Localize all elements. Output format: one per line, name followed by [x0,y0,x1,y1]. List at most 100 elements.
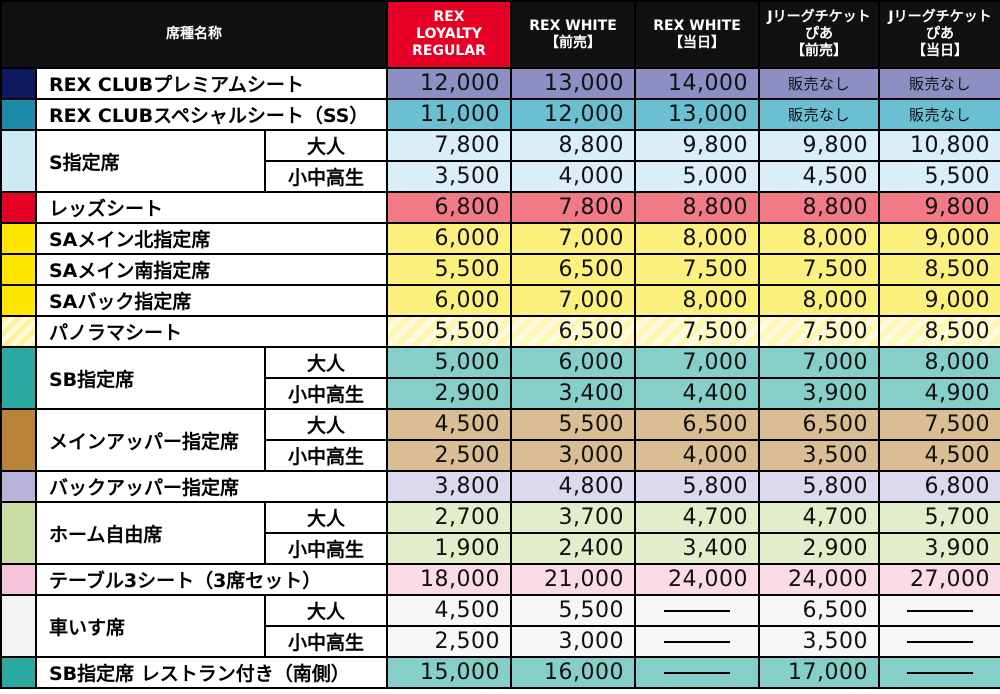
price-cell: 4,700 [634,501,761,534]
age-group-label: 大人 [263,408,389,441]
price-cell: 9,800 [758,129,881,162]
price-cell: 6,500 [510,253,637,286]
price-header-4: Jリーグチケット ぴあ 【当日】 [878,0,1000,69]
price-cell: 8,000 [634,222,761,255]
price-cell: 6,000 [386,222,513,255]
price-cell: 5,700 [878,501,1000,534]
age-group-label: 小中高生 [263,625,389,658]
price-cell: 5,500 [510,408,637,441]
price-cell: 販売なし [758,98,881,131]
seat-row: SAメイン北指定席 6,000 7,000 8,000 8,000 9,000 [0,222,1000,255]
price-cell: 4,400 [634,377,761,410]
price-cell: 14,000 [634,67,761,100]
seat-color-swatch [0,222,37,255]
seat-row: パノラマシート 5,500 6,500 7,500 7,500 8,500 [0,315,1000,348]
price-header-0-line-1: LOYALTY [416,26,482,42]
price-header-4-line-1: ぴあ [926,26,955,42]
price-cell: 5,500 [386,315,513,348]
price-cell: 15,000 [386,656,513,689]
price-cell: 9,800 [634,129,761,162]
not-available-cell: —— [878,594,1000,627]
price-cell: 5,800 [758,470,881,503]
price-cell: 9,000 [878,284,1000,317]
price-header-2-line-1: 【当日】 [669,34,726,51]
age-group-label: 大人 [263,501,389,534]
seat-name: SAメイン北指定席 [34,222,389,255]
price-cell: 4,000 [510,160,637,193]
seat-color-swatch [0,501,37,565]
not-available-cell: —— [634,625,761,658]
price-cell: 5,000 [634,160,761,193]
price-cell: 18,000 [386,563,513,596]
price-cell: 2,500 [386,439,513,472]
seat-color-swatch [0,346,37,410]
price-cell: 4,500 [386,408,513,441]
not-available-dash: —— [907,641,974,643]
price-cell: 21,000 [510,563,637,596]
price-header-4-line-0: Jリーグチケット [888,9,992,25]
age-group-label: 小中高生 [263,532,389,565]
price-header-3: Jリーグチケット ぴあ 【前売】 [758,0,881,69]
price-cell: 7,500 [634,315,761,348]
price-cell: 2,400 [510,532,637,565]
seat-color-swatch [0,98,37,131]
price-cell: 3,500 [758,439,881,472]
price-header-4-line-2: 【当日】 [912,43,969,59]
price-header-1-line-1: 【前売】 [545,34,602,51]
not-available-dash: —— [664,672,731,674]
price-cell: 8,000 [758,284,881,317]
age-group-label: 小中高生 [263,439,389,472]
price-cell: 販売なし [758,67,881,100]
price-header-1: REX WHITE 【前売】 [510,0,637,69]
price-cell: 4,700 [758,501,881,534]
seat-row: SB指定席 大人 5,000 6,000 7,000 7,000 8,000 [0,346,1000,410]
seat-name: S指定席 [35,129,266,193]
price-cell: 11,000 [386,98,513,131]
seat-name: REX CLUBスペシャルシート（SS） [34,98,389,131]
seat-row: バックアッパー指定席 3,800 4,800 5,800 5,800 6,800 [0,470,1000,503]
price-cell: 17,000 [758,656,881,689]
seat-name: パノラマシート [34,315,389,348]
price-cell: 7,500 [758,315,881,348]
price-cell: 8,800 [634,191,761,224]
price-cell: 6,800 [878,470,1000,503]
price-cell: 販売なし [878,98,1000,131]
price-cell: 5,000 [386,346,513,379]
price-cell: 3,400 [634,532,761,565]
not-available-cell: —— [634,594,761,627]
age-group-label: 小中高生 [263,377,389,410]
price-cell: 7,800 [386,129,513,162]
seat-name: テーブル3シート（3席セット） [34,563,389,596]
price-cell: 8,000 [758,222,881,255]
price-cell: 4,000 [634,439,761,472]
price-cell: 8,500 [878,253,1000,286]
price-cell: 1,900 [386,532,513,565]
price-header-1-line-0: REX WHITE [529,17,617,34]
price-cell: 6,800 [386,191,513,224]
price-cell: 8,000 [878,346,1000,379]
seat-row: S指定席 大人 7,800 8,800 9,800 9,800 10,800 [0,129,1000,193]
price-table-body: REX CLUBプレミアムシート 12,000 13,000 14,000 販売なし 販売… [0,67,1000,689]
price-cell: 6,500 [510,315,637,348]
price-header-2-line-0: REX WHITE [653,17,741,34]
age-group-label: 小中高生 [263,160,389,193]
price-cell: 3,500 [386,160,513,193]
price-cell: 7,000 [758,346,881,379]
price-cell: 3,800 [386,470,513,503]
seat-row: ホーム自由席 大人 2,700 3,700 4,700 4,700 5,700 [0,501,1000,565]
price-cell: 4,800 [510,470,637,503]
seat-row: SAバック指定席 6,000 7,000 8,000 8,000 9,000 [0,284,1000,317]
price-cell: 27,000 [878,563,1000,596]
price-cell: 5,800 [634,470,761,503]
seat-color-swatch [0,67,37,100]
price-cell: 7,800 [510,191,637,224]
seat-name: SB指定席 レストラン付き（南側） [34,656,389,689]
price-cell: 7,500 [878,408,1000,441]
price-header-3-line-1: ぴあ [805,26,834,42]
price-header-0: REX LOYALTY REGULAR [386,0,513,69]
seat-name: レッズシート [34,191,389,224]
seat-color-swatch [0,408,37,472]
price-cell: 8,000 [634,284,761,317]
seat-color-swatch [0,594,37,658]
